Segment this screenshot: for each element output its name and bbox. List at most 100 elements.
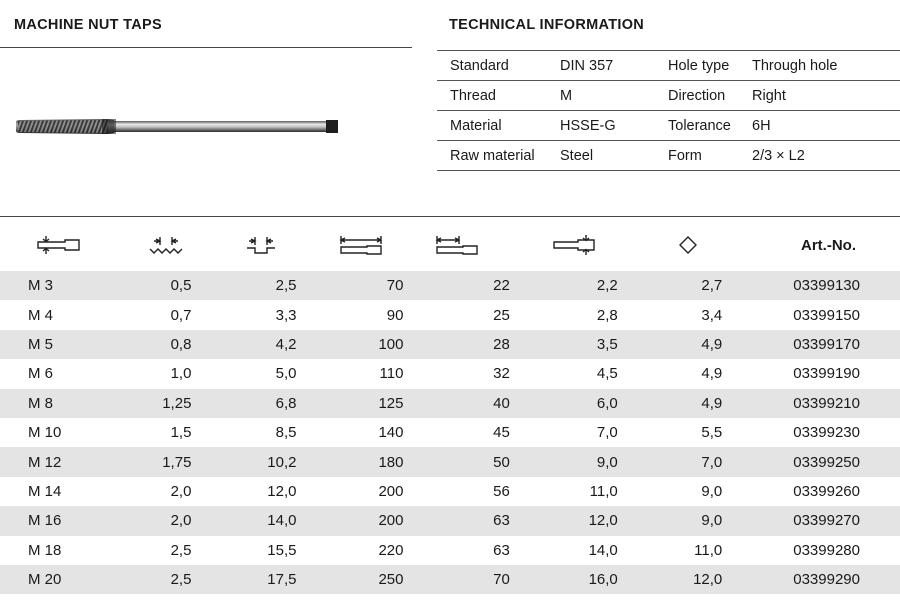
article-number-cell: 03399260 xyxy=(793,482,860,500)
shank-diameter-cell: 4,5 xyxy=(596,365,618,383)
shank-length-cell: 32 xyxy=(493,365,510,383)
thread-length-cell: 10,2 xyxy=(191,447,297,477)
total-length-cell: 220 xyxy=(378,541,404,559)
table-row: M 6 1,0 5,0 110 32 4,5 4,9 03399190 xyxy=(0,359,900,388)
shank-diameter-cell: 7,0 xyxy=(596,424,618,442)
thread-length-cell: 3,3 xyxy=(275,306,297,324)
thread-length-cell: 2,5 xyxy=(191,271,297,301)
total-length-cell: 110 xyxy=(379,365,404,383)
square-cell: 4,9 xyxy=(701,365,723,383)
shank-diameter-cell: 2,8 xyxy=(596,306,618,324)
thread-length-cell: 5,0 xyxy=(275,365,297,383)
table-row: M 3 0,5 2,5 70 22 2,2 2,7 03399130 xyxy=(0,271,900,301)
pitch-cell: 1,5 xyxy=(170,424,192,442)
article-number-cell: 03399190 xyxy=(793,365,860,383)
shank-length-cell: 40 xyxy=(403,388,510,418)
square-cell: 11,0 xyxy=(694,541,723,559)
thread-length-cell: 15,5 xyxy=(267,541,297,559)
square-cell: 9,0 xyxy=(701,482,723,500)
thread-pitch-icon xyxy=(116,219,192,271)
tech-label: Direction xyxy=(668,80,752,111)
size-cell: M 18 xyxy=(28,541,62,559)
tech-row: Thread M Direction Right xyxy=(437,80,900,111)
table-row: M 10 1,5 8,5 140 45 7,0 5,5 03399230 xyxy=(0,418,900,447)
technical-information-table: Standard DIN 357 Hole type Through hole … xyxy=(437,50,900,171)
pitch-cell: 1,75 xyxy=(115,447,192,477)
article-number-cell: 03399130 xyxy=(722,271,900,301)
shank-diameter-cell: 2,2 xyxy=(509,271,618,301)
size-cell: M 14 xyxy=(28,482,62,500)
square-cell: 9,0 xyxy=(617,506,723,536)
pitch-cell: 1,25 xyxy=(115,388,192,418)
square-icon xyxy=(618,219,723,271)
section-divider xyxy=(0,47,412,48)
square-cell: 4,9 xyxy=(617,388,723,418)
table-row: M 20 2,5 17,5 250 70 16,0 12,0 03399290 xyxy=(0,564,900,595)
table-row: M 18 2,5 15,5 220 63 14,0 11,0 03399280 xyxy=(0,536,900,565)
square-cell: 4,9 xyxy=(617,329,723,360)
thread-length-cell: 8,5 xyxy=(275,424,297,442)
size-cell: M 4 xyxy=(28,306,54,324)
total-length-cell: 180 xyxy=(296,447,404,477)
thread-length-cell: 4,2 xyxy=(191,329,297,360)
size-cell: M 16 xyxy=(0,506,116,536)
article-number-cell: 03399150 xyxy=(793,306,860,324)
shank-diameter-cell: 14,0 xyxy=(588,541,618,559)
art-no-header: Art.-No. xyxy=(801,236,856,254)
tech-value: 6H xyxy=(752,110,900,141)
tech-label: Thread xyxy=(437,80,560,111)
pitch-cell: 0,8 xyxy=(115,329,192,360)
size-cell: M 10 xyxy=(28,424,62,442)
square-cell: 7,0 xyxy=(617,447,723,477)
tech-label: Raw material xyxy=(437,140,560,171)
shank-length-cell: 63 xyxy=(493,541,510,559)
shank-diameter-cell: 16,0 xyxy=(509,564,618,595)
thread-length-cell: 12,0 xyxy=(267,482,297,500)
thread-length-cell: 14,0 xyxy=(191,506,297,536)
tech-value: M xyxy=(560,80,668,111)
table-body: M 3 0,5 2,5 70 22 2,2 2,7 03399130 M 4 0,7 3,3 90 25… xyxy=(0,271,900,595)
square-cell: 3,4 xyxy=(701,306,723,324)
machine-nut-tap-image xyxy=(16,119,338,134)
pitch-cell: 2,0 xyxy=(115,506,192,536)
tech-value: Through hole xyxy=(752,50,900,81)
square-cell: 5,5 xyxy=(701,424,723,442)
tech-label: Material xyxy=(437,110,560,141)
tech-value: 2/3 × L2 xyxy=(752,140,900,171)
total-length-cell: 90 xyxy=(386,306,404,324)
shank-diameter-cell: 3,5 xyxy=(509,329,618,360)
shank-length-cell: 28 xyxy=(403,329,510,360)
table-top-divider xyxy=(0,216,900,217)
pitch-cell: 2,5 xyxy=(115,564,192,595)
shank-length-cell: 22 xyxy=(403,271,510,301)
total-length-cell: 100 xyxy=(296,329,404,360)
shank-length-cell: 63 xyxy=(403,506,510,536)
shank-length-cell: 45 xyxy=(493,424,510,442)
tech-value: HSSE-G xyxy=(560,110,668,141)
total-length-cell: 140 xyxy=(378,424,404,442)
table-row: M 8 1,25 6,8 125 40 6,0 4,9 03399210 xyxy=(0,388,900,418)
article-number-cell: 03399230 xyxy=(793,424,860,442)
pitch-cell: 2,5 xyxy=(170,541,192,559)
shank-length-cell: 50 xyxy=(403,447,510,477)
size-cell: M 3 xyxy=(0,271,116,301)
table-row: M 16 2,0 14,0 200 63 12,0 9,0 03399270 xyxy=(0,506,900,536)
shank-diameter-cell: 6,0 xyxy=(509,388,618,418)
shank-diameter-cell: 12,0 xyxy=(509,506,618,536)
article-number-cell: 03399210 xyxy=(722,388,900,418)
pitch-cell: 0,5 xyxy=(115,271,192,301)
thread-length-cell: 17,5 xyxy=(191,564,297,595)
total-length-cell: 200 xyxy=(296,506,404,536)
total-length-cell: 250 xyxy=(296,564,404,595)
shank-length-cell: 25 xyxy=(493,306,510,324)
tech-row: Raw material Steel Form 2/3 × L2 xyxy=(437,140,900,171)
pitch-cell: 0,7 xyxy=(170,306,192,324)
article-number-cell: 03399290 xyxy=(722,564,900,595)
tech-row: Standard DIN 357 Hole type Through hole xyxy=(437,50,900,81)
tech-label: Standard xyxy=(437,50,560,81)
article-number-cell: 03399170 xyxy=(722,329,900,360)
shank-diameter-icon xyxy=(510,219,618,271)
total-length-icon xyxy=(297,219,404,271)
shank-length-cell: 56 xyxy=(493,482,510,500)
section-title-technical-information: TECHNICAL INFORMATION xyxy=(449,17,645,33)
